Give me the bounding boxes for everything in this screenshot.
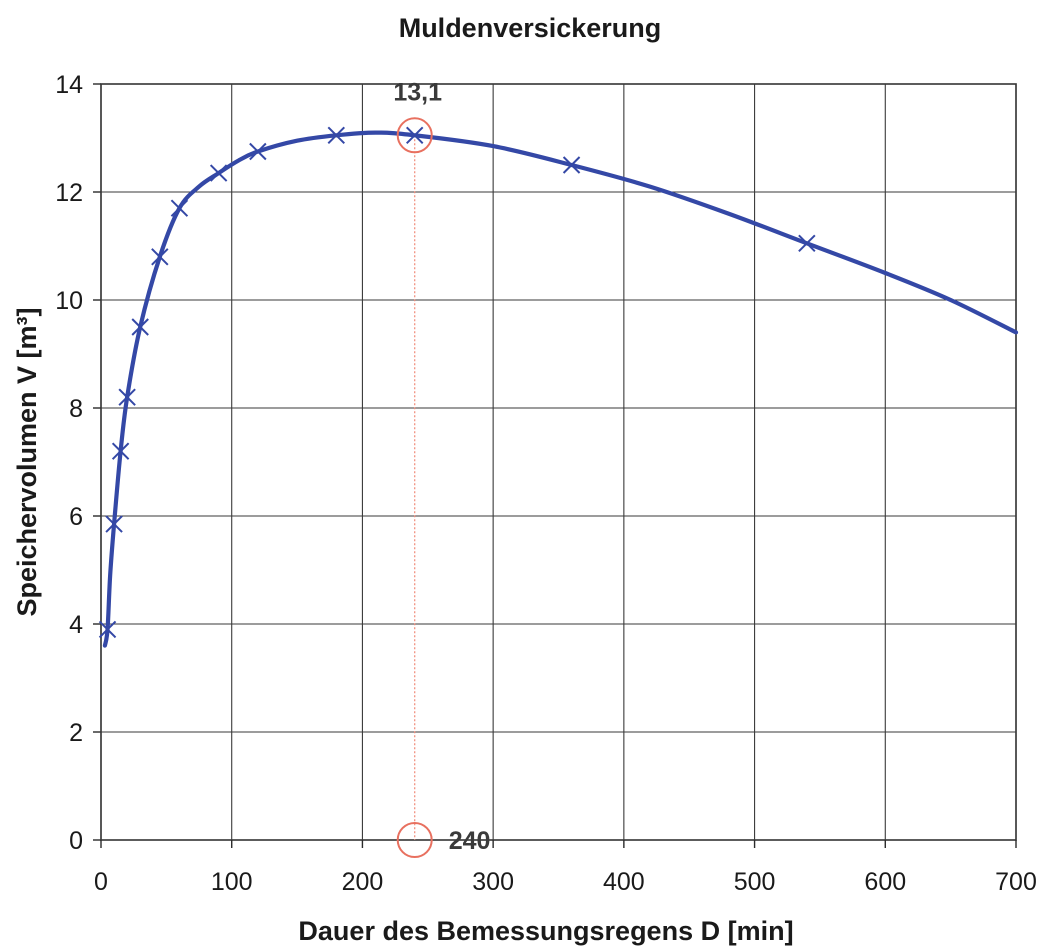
marker-stroke bbox=[118, 388, 136, 406]
data-point-marker bbox=[118, 388, 136, 406]
data-markers bbox=[98, 126, 816, 639]
x-tick-label: 200 bbox=[342, 868, 384, 896]
y-tick-label: 14 bbox=[55, 71, 83, 99]
y-tick-label: 8 bbox=[69, 395, 83, 423]
marker-stroke bbox=[111, 442, 130, 460]
chart-title: Muldenversickerung bbox=[399, 13, 662, 43]
marker-stroke bbox=[209, 164, 228, 182]
curve-group bbox=[102, 130, 1019, 648]
y-tick-label: 10 bbox=[55, 287, 83, 315]
highlight-circle bbox=[396, 822, 433, 858]
data-point-marker bbox=[249, 142, 267, 161]
series-line bbox=[102, 130, 1019, 648]
x-axis-title: Dauer des Bemessungsregens D [min] bbox=[298, 916, 793, 946]
data-point-marker bbox=[105, 515, 123, 533]
data-point-marker bbox=[327, 126, 345, 145]
marker-stroke bbox=[98, 620, 117, 639]
x-tick-labels: 0 100 200 300 400 500 600 700 bbox=[94, 868, 1037, 896]
x-tick-label: 400 bbox=[603, 868, 645, 896]
data-point-marker bbox=[151, 248, 169, 266]
marker-stroke bbox=[170, 199, 189, 217]
marker-stroke bbox=[105, 515, 123, 533]
annotations: 13,1 240 bbox=[393, 78, 491, 858]
data-point-marker bbox=[111, 442, 130, 460]
y-tick-labels: 0 2 4 6 8 10 12 14 bbox=[55, 71, 83, 855]
data-point-marker bbox=[98, 620, 117, 639]
data-point-marker bbox=[562, 156, 581, 174]
x-tick-label: 700 bbox=[995, 868, 1037, 896]
marker-stroke bbox=[406, 126, 424, 145]
grid bbox=[93, 83, 1017, 848]
marker-stroke bbox=[562, 156, 581, 174]
marker-stroke bbox=[249, 142, 267, 161]
data-point-marker bbox=[209, 164, 228, 182]
x-tick-label: 600 bbox=[864, 868, 906, 896]
x-tick-label: 0 bbox=[94, 868, 108, 896]
annotation-label: 240 bbox=[449, 827, 491, 855]
x-tick-label: 300 bbox=[472, 868, 514, 896]
highlight-circle bbox=[396, 117, 433, 154]
marker-stroke bbox=[798, 234, 816, 253]
y-tick-label: 6 bbox=[69, 503, 83, 531]
x-tick-label: 100 bbox=[211, 868, 253, 896]
marker-stroke bbox=[327, 126, 345, 145]
x-tick-label: 500 bbox=[734, 868, 776, 896]
data-point-marker bbox=[406, 126, 424, 145]
data-point-marker bbox=[131, 318, 149, 336]
plot-frame bbox=[100, 83, 1017, 841]
data-point-marker bbox=[170, 199, 189, 217]
y-tick-label: 0 bbox=[69, 827, 83, 855]
data-point-marker bbox=[798, 234, 816, 253]
marker-stroke bbox=[131, 318, 149, 336]
y-axis-title: Speichervolumen V [m³] bbox=[12, 307, 42, 616]
y-tick-label: 4 bbox=[69, 611, 83, 639]
y-tick-label: 2 bbox=[69, 719, 83, 747]
y-tick-label: 12 bbox=[55, 179, 83, 207]
annotation-label: 13,1 bbox=[393, 78, 442, 106]
marker-stroke bbox=[151, 248, 169, 266]
